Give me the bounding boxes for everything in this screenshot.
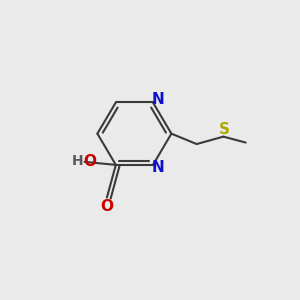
Text: S: S xyxy=(218,122,230,137)
Text: N: N xyxy=(152,92,165,107)
Text: H: H xyxy=(71,154,83,168)
Text: N: N xyxy=(152,160,165,175)
Text: O: O xyxy=(83,154,97,169)
Text: O: O xyxy=(100,199,113,214)
